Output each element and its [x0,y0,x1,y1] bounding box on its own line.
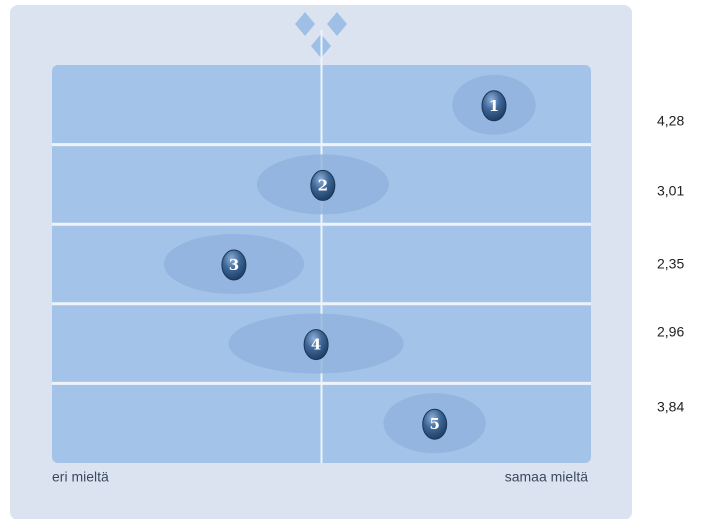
x-min-label: eri mieltä [52,469,109,485]
marker [422,408,448,440]
marker [310,169,336,201]
marker [481,90,507,122]
value-label: 2,96 [657,324,684,340]
marker-number: 5 [429,415,439,433]
marker [303,329,329,361]
value-label: 2,35 [657,256,684,272]
marker-number: 4 [311,336,321,354]
value-label: 4,28 [657,113,684,129]
marker-number: 2 [318,176,328,194]
x-max-label: samaa mieltä [505,469,588,485]
marker-number: 3 [229,256,239,274]
marker-number: 1 [489,97,499,115]
value-label: 3,84 [657,399,684,415]
marker [221,249,247,281]
value-label: 3,01 [657,183,684,199]
